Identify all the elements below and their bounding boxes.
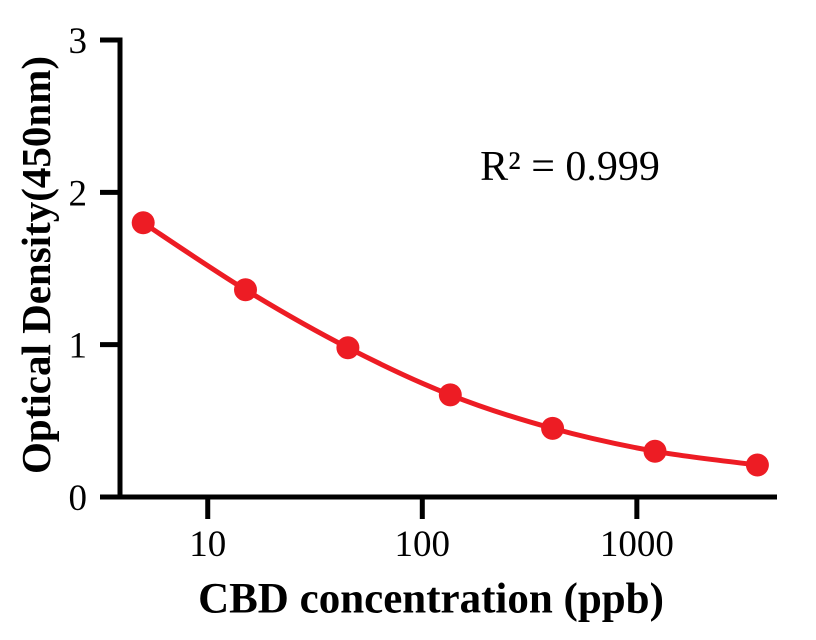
y-tick-label: 1 — [69, 326, 88, 367]
data-point — [745, 453, 769, 477]
y-tick-label: 2 — [69, 173, 88, 214]
r-squared-annotation: R² = 0.999 — [480, 144, 660, 190]
x-tick-label: 100 — [395, 524, 451, 565]
data-point — [131, 211, 155, 235]
data-point — [643, 439, 667, 463]
x-tick-label: 1000 — [600, 524, 674, 565]
data-point — [234, 278, 257, 302]
fit-curve — [141, 220, 758, 468]
data-point — [336, 336, 360, 360]
y-tick-label: 0 — [69, 478, 88, 519]
x-axis-title: CBD concentration (ppb) — [198, 575, 664, 623]
data-point — [541, 416, 565, 440]
y-tick-label: 3 — [69, 21, 88, 62]
data-point — [438, 383, 462, 407]
x-tick-label: 10 — [189, 524, 226, 565]
y-axis-title: Optical Density(450nm) — [13, 56, 59, 474]
